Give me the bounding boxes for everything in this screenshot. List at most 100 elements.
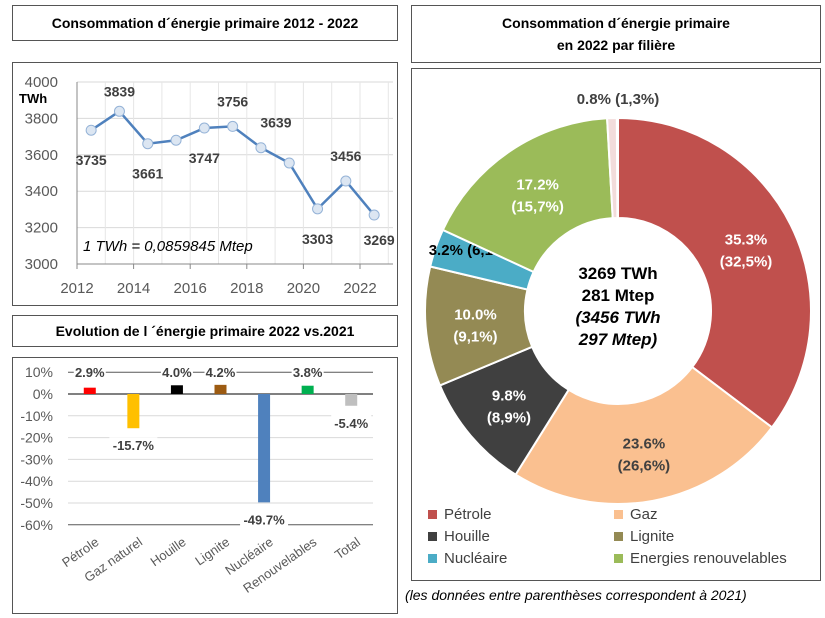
category-label: Houille <box>147 534 188 569</box>
legend-label: Houille <box>444 528 490 545</box>
bar-chart: 10%0%-10%-20%-30%-40%-50%-60%2.9%Pétrole… <box>20 364 373 596</box>
legend-swatch <box>614 532 623 541</box>
data-label: 4.0% <box>162 365 192 380</box>
data-label: 2.9% <box>75 365 105 380</box>
slice-label: 10.0% <box>454 307 497 324</box>
data-label: 3661 <box>132 166 163 182</box>
center-total: 281 Mtep <box>582 286 655 305</box>
data-point <box>198 122 210 134</box>
y-tick-label: 3800 <box>25 110 58 127</box>
footnote: (les données entre parenthèses correspon… <box>405 587 747 603</box>
y-tick-label: 3400 <box>25 183 58 200</box>
bar <box>170 385 183 394</box>
legend-label: Gaz <box>630 506 658 523</box>
data-label-bg <box>109 437 158 455</box>
slice-label: 0.8% (1,3%) <box>577 91 660 108</box>
data-label: 3747 <box>189 150 220 166</box>
y-tick-label: -60% <box>20 517 53 533</box>
bar-chart-title: Evolution de l ´énergie primaire 2022 vs… <box>12 315 398 347</box>
center-total: 297 Mtep) <box>578 330 658 349</box>
slice-label: 17.2% <box>516 177 559 194</box>
data-point <box>340 175 352 187</box>
legend-swatch <box>428 554 437 563</box>
x-tick-label: 2020 <box>287 280 320 297</box>
data-label-bg <box>331 414 372 432</box>
data-label: 3.8% <box>293 365 323 380</box>
line-chart-panel: 3000 3200 3400 3600 3800 4000 2012 2014 2016 2018… <box>12 62 398 306</box>
bar <box>258 394 271 503</box>
data-label: 3756 <box>217 93 248 109</box>
legend-swatch <box>614 510 623 519</box>
y-tick-label: -40% <box>20 473 53 489</box>
slice-label-2021: (8,9%) <box>487 410 531 427</box>
legend-label: Energies renouvelables <box>630 550 787 567</box>
bar <box>301 385 314 394</box>
data-label: 3303 <box>302 231 333 247</box>
y-axis-unit: TWh <box>19 91 47 106</box>
y-tick-label: 4000 <box>25 74 58 91</box>
donut-slice <box>617 116 812 429</box>
pie-subtitle-text: en 2022 par filière <box>556 37 676 53</box>
slice-label-2021: (32,5%) <box>720 253 773 270</box>
y-tick-label: -10% <box>20 408 53 424</box>
donut-chart: 35.3% (32,5%) 23.6% (26,6%) 9.8% (8,9%) 10.0% (… <box>424 91 812 567</box>
center-total: 3269 TWh <box>578 264 657 283</box>
data-point <box>142 138 154 150</box>
y-tick-label: -20% <box>20 430 53 446</box>
data-point <box>113 105 125 117</box>
x-tick-label: 2014 <box>117 280 150 297</box>
slice-label-2021: (15,7%) <box>511 199 564 216</box>
line-chart: 3000 3200 3400 3600 3800 4000 2012 2014 2016 2018… <box>19 74 395 297</box>
data-label: 4.2% <box>206 365 236 380</box>
pie-title-text: Consommation d´énergie primaire <box>502 15 730 31</box>
legend-swatch <box>428 532 437 541</box>
data-point <box>170 134 182 146</box>
data-point <box>368 209 380 221</box>
x-tick-label: 2018 <box>230 280 263 297</box>
line-title-text: Consommation d´énergie primaire 2012 - 2… <box>51 15 359 31</box>
data-label: -15.7% <box>113 438 155 453</box>
data-label: 3269 <box>364 232 395 248</box>
bar-title-text: Evolution de l ´énergie primaire 2022 vs… <box>55 323 355 339</box>
line-chart-title: Consommation d´énergie primaire 2012 - 2… <box>12 5 398 41</box>
legend-label: Lignite <box>630 528 674 545</box>
y-tick-label: -50% <box>20 495 53 511</box>
bar <box>345 394 358 406</box>
conversion-note: 1 TWh = 0,0859845 Mtep <box>83 238 253 255</box>
y-tick-label: 3000 <box>25 256 58 273</box>
slice-label-2021: (9,1%) <box>453 329 497 346</box>
data-label-bg <box>73 364 106 382</box>
y-tick-label: 10% <box>25 364 53 380</box>
data-point <box>227 120 239 132</box>
legend-swatch <box>428 510 437 519</box>
slice-label: 35.3% <box>725 231 768 248</box>
slice-label: 9.8% <box>492 388 526 405</box>
x-tick-label: 2022 <box>343 280 376 297</box>
data-label-bg <box>240 511 289 529</box>
x-tick-label: 2012 <box>60 280 93 297</box>
donut-slice <box>606 116 619 220</box>
data-point <box>255 142 267 154</box>
data-label: -49.7% <box>243 512 285 527</box>
data-label: -5.4% <box>334 416 368 431</box>
legend-swatch <box>614 554 623 563</box>
legend-label: Nucléaire <box>444 550 507 567</box>
data-point <box>283 157 295 169</box>
data-label-bg <box>160 364 193 382</box>
donut-slice <box>514 365 774 505</box>
data-label: 3839 <box>104 83 135 99</box>
category-label: Renouvelables <box>240 534 319 596</box>
y-tick-label: -30% <box>20 451 53 467</box>
slice-label-2021: (26,6%) <box>618 458 671 475</box>
data-label-bg <box>291 364 324 382</box>
data-point <box>312 203 324 215</box>
donut-slice <box>441 117 614 274</box>
data-label: 3735 <box>76 152 107 168</box>
bar <box>127 394 140 429</box>
y-tick-label: 3200 <box>25 220 58 237</box>
slice-label: 23.6% <box>623 436 666 453</box>
y-tick-label: 0% <box>33 386 53 402</box>
data-label: 3639 <box>260 115 291 131</box>
legend-label: Pétrole <box>444 506 492 523</box>
category-label: Total <box>332 534 363 562</box>
